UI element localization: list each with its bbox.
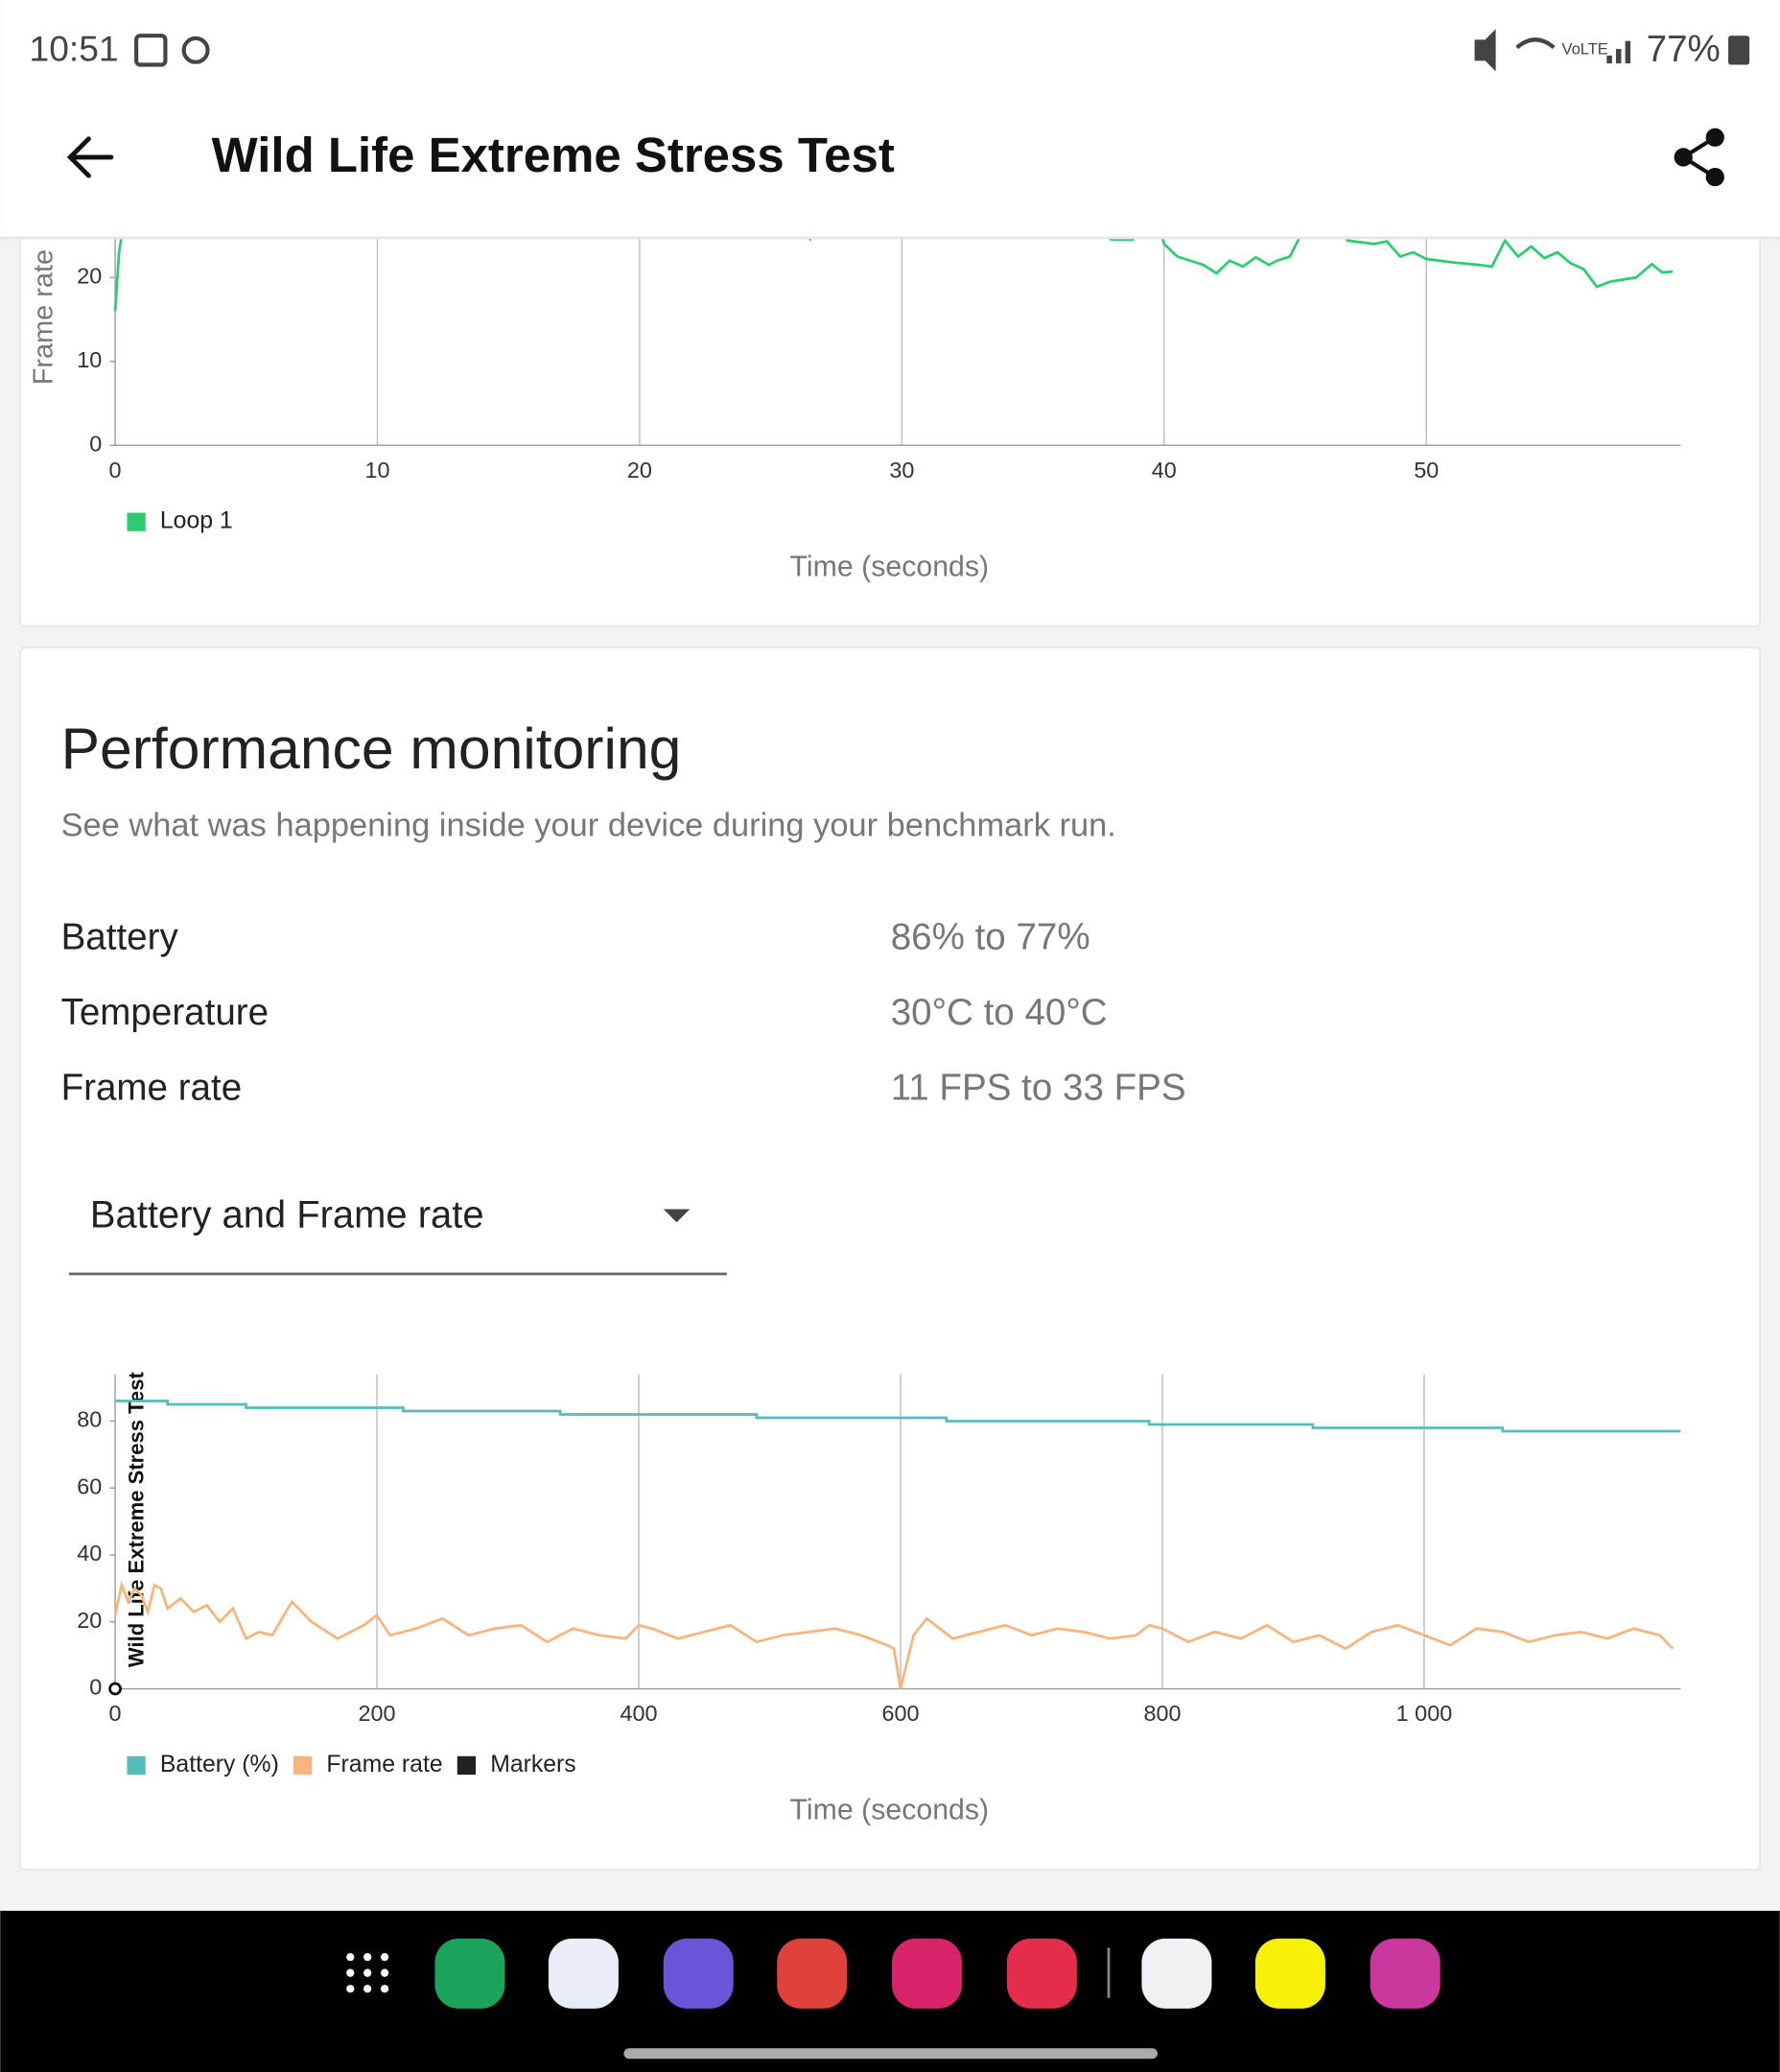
origin-marker	[108, 1682, 122, 1696]
y-tick-label: 20	[77, 1608, 102, 1633]
x-tick-label: 50	[1414, 458, 1439, 483]
series-line	[113, 1580, 1675, 1689]
stat-value: 11 FPS to 33 FPS	[891, 1068, 1186, 1109]
x-tick-label: 20	[627, 458, 652, 483]
header-title: Wild Life Extreme Stress Test	[212, 128, 895, 182]
y-axis-title: Wild Life Extreme Stress Test	[124, 1372, 148, 1668]
app-icon[interactable]	[663, 1938, 734, 2009]
gallery-icon	[134, 34, 168, 67]
wifi-icon	[1515, 37, 1556, 50]
stat-value: 86% to 77%	[891, 917, 1090, 958]
back-button[interactable]	[66, 136, 114, 178]
app-icon[interactable]	[1006, 1938, 1077, 2009]
y-axis-title: Frame rate	[29, 249, 59, 385]
x-tick-label: 30	[889, 458, 914, 483]
share-button[interactable]	[1674, 128, 1724, 187]
section-title: Performance monitoring	[61, 716, 682, 781]
legend-swatch	[457, 1755, 477, 1776]
section-subtitle: See what was happening inside your devic…	[61, 807, 1116, 843]
app-icon[interactable]	[1254, 1938, 1325, 2009]
x-tick-label: 400	[620, 1701, 657, 1726]
legend-label: Frame rate	[326, 1752, 442, 1778]
x-tick-label: 1 000	[1396, 1701, 1453, 1726]
app-icon[interactable]	[1141, 1938, 1212, 2009]
y-tick-label: 0	[89, 1675, 102, 1700]
dropdown-label[interactable]: Battery and Frame rate	[90, 1193, 484, 1236]
battery-icon	[1728, 35, 1750, 65]
status-time: 10:51	[30, 29, 119, 69]
legend-label: Markers	[490, 1752, 576, 1778]
y-tick-label: 60	[77, 1473, 102, 1498]
apps-button[interactable]	[346, 1953, 389, 1993]
x-tick-label: 0	[109, 458, 122, 483]
app-icon[interactable]	[777, 1938, 848, 2009]
card	[19, 647, 1761, 1871]
signal-icon	[1606, 40, 1631, 64]
dropdown[interactable]: Battery and Frame rate	[68, 1193, 727, 1276]
legend-label: Battery (%)	[160, 1752, 279, 1778]
legend-swatch	[127, 512, 146, 531]
x-tick-label: 600	[881, 1701, 919, 1726]
x-tick-label: 200	[359, 1701, 396, 1726]
series-line	[115, 1400, 1681, 1433]
x-tick-label: 10	[364, 458, 389, 483]
legend-swatch	[293, 1755, 313, 1776]
mute-icon	[1474, 29, 1496, 72]
legend-swatch	[127, 1755, 146, 1776]
dropdown-arrow[interactable]	[663, 1209, 691, 1223]
y-tick-label: 80	[77, 1407, 102, 1432]
x-tick-label: 0	[109, 1701, 122, 1726]
nav-bar	[0, 1910, 1780, 2072]
x-axis-title: Time (seconds)	[789, 551, 989, 582]
app-icon[interactable]	[1370, 1938, 1440, 2009]
app-icon	[181, 35, 210, 64]
app-icon[interactable]	[892, 1938, 963, 2009]
stats: Battery 86% to 77% Temperature 30°C to 40°C…	[61, 917, 1186, 1109]
y-tick-label: 20	[77, 263, 102, 288]
y-tick-label: 0	[89, 431, 102, 456]
status-battery: 77%	[1647, 29, 1721, 70]
stat-label: Temperature	[61, 992, 269, 1033]
app-icon[interactable]	[434, 1938, 505, 2009]
legend-label: Loop 1	[160, 508, 233, 534]
app-icon[interactable]	[548, 1938, 619, 2009]
stat-label: Battery	[61, 917, 179, 958]
stat-value: 30°C to 40°C	[891, 992, 1108, 1033]
volte-icon: VoLTE	[1561, 40, 1607, 59]
app-bar	[0, 0, 1780, 238]
x-tick-label: 40	[1152, 458, 1177, 483]
home-indicator[interactable]	[623, 2048, 1158, 2060]
x-tick-label: 800	[1143, 1701, 1181, 1726]
y-tick-label: 10	[77, 347, 102, 372]
stat-label: Frame rate	[61, 1068, 243, 1109]
y-tick-label: 40	[77, 1541, 102, 1566]
x-axis-title: Time (seconds)	[789, 1795, 989, 1826]
